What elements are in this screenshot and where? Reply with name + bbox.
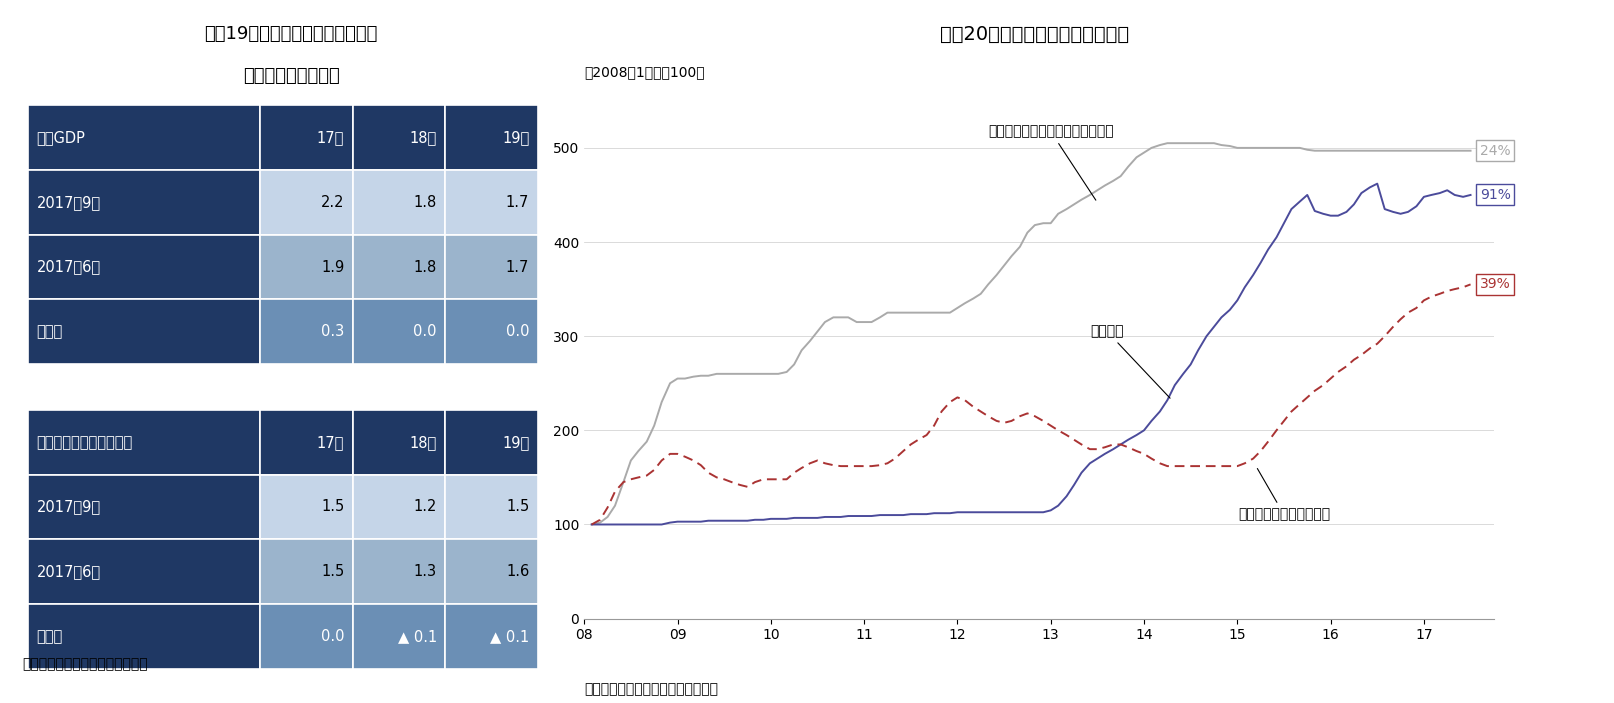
Text: 24%: 24% — [1478, 143, 1509, 157]
Text: 1.5: 1.5 — [321, 564, 344, 579]
Bar — [445, 475, 537, 539]
Text: 18年: 18年 — [410, 434, 437, 450]
Text: スタッフ経済見通し: スタッフ経済見通し — [242, 67, 339, 85]
Text: 1.5: 1.5 — [505, 499, 529, 515]
Text: 18年: 18年 — [410, 130, 437, 146]
Bar — [27, 170, 260, 235]
Bar — [445, 105, 537, 170]
Text: 2017年6月: 2017年6月 — [37, 259, 100, 275]
Text: 修正幅: 修正幅 — [37, 628, 63, 644]
Text: 17年: 17年 — [316, 130, 344, 146]
Text: 2.2: 2.2 — [321, 195, 344, 210]
Bar — [260, 410, 352, 475]
Bar — [27, 604, 260, 669]
Bar — [352, 539, 445, 604]
Bar — [352, 170, 445, 235]
Text: 19年: 19年 — [502, 434, 529, 450]
Bar — [260, 475, 352, 539]
Text: 日本銀行: 日本銀行 — [1089, 324, 1170, 398]
Text: 1.2: 1.2 — [413, 499, 437, 515]
Text: 17年: 17年 — [316, 434, 344, 450]
Text: （2008年1月末＝100）: （2008年1月末＝100） — [584, 65, 704, 79]
Bar — [27, 475, 260, 539]
Text: 1.7: 1.7 — [505, 259, 529, 275]
Text: 1.7: 1.7 — [505, 195, 529, 210]
Text: （資料）欧州中央銀行（ＥＣＢ）: （資料）欧州中央銀行（ＥＣＢ） — [23, 657, 148, 671]
Bar — [445, 235, 537, 299]
Bar — [352, 235, 445, 299]
Bar — [260, 299, 352, 364]
Text: ▲ 0.1: ▲ 0.1 — [397, 628, 437, 644]
Text: 0.3: 0.3 — [321, 324, 344, 340]
Bar — [445, 299, 537, 364]
Text: 0.0: 0.0 — [505, 324, 529, 340]
Text: （資料）日本銀行、ＦＲＢ、ＥＣＢ: （資料）日本銀行、ＦＲＢ、ＥＣＢ — [584, 682, 718, 696]
Text: 米連邦準備制度理事会（ＦＲＢ）: 米連邦準備制度理事会（ＦＲＢ） — [988, 124, 1112, 200]
Bar — [260, 235, 352, 299]
Bar — [260, 539, 352, 604]
Text: 19年: 19年 — [502, 130, 529, 146]
Bar — [352, 299, 445, 364]
Bar — [352, 475, 445, 539]
Text: 実質GDP: 実質GDP — [37, 130, 86, 146]
Bar — [260, 105, 352, 170]
Text: 1.8: 1.8 — [413, 259, 437, 275]
Text: 39%: 39% — [1478, 278, 1509, 292]
Text: インフレ率（ＨＩＣＰ）: インフレ率（ＨＩＣＰ） — [37, 434, 132, 450]
Text: 1.3: 1.3 — [413, 564, 437, 579]
Bar — [352, 105, 445, 170]
Text: 91%: 91% — [1478, 188, 1509, 202]
Text: 1.9: 1.9 — [321, 259, 344, 275]
Bar — [445, 170, 537, 235]
Text: 1.5: 1.5 — [321, 499, 344, 515]
Text: 図表20　主要中銀資産買入れ残高: 図表20 主要中銀資産買入れ残高 — [939, 25, 1128, 44]
Bar — [352, 410, 445, 475]
Text: 1.8: 1.8 — [413, 195, 437, 210]
Bar — [445, 410, 537, 475]
Bar — [27, 105, 260, 170]
Text: 2017年6月: 2017年6月 — [37, 564, 100, 579]
Text: 0.0: 0.0 — [321, 628, 344, 644]
Text: ▲ 0.1: ▲ 0.1 — [489, 628, 529, 644]
Text: 1.6: 1.6 — [505, 564, 529, 579]
Bar — [260, 170, 352, 235]
Bar — [352, 604, 445, 669]
Bar — [27, 235, 260, 299]
Bar — [445, 604, 537, 669]
Bar — [260, 604, 352, 669]
Text: 図表19　ＥＣＢ／ユーロシステム: 図表19 ＥＣＢ／ユーロシステム — [205, 25, 378, 43]
Text: 修正幅: 修正幅 — [37, 324, 63, 340]
Bar — [27, 539, 260, 604]
Bar — [27, 410, 260, 475]
Text: 0.0: 0.0 — [413, 324, 437, 340]
Text: 2017年9月: 2017年9月 — [37, 499, 100, 515]
Bar — [27, 299, 260, 364]
Text: 欧州中央銀行（ＥＣＢ）: 欧州中央銀行（ＥＣＢ） — [1236, 468, 1330, 522]
Bar — [445, 539, 537, 604]
Text: 2017年9月: 2017年9月 — [37, 195, 100, 210]
